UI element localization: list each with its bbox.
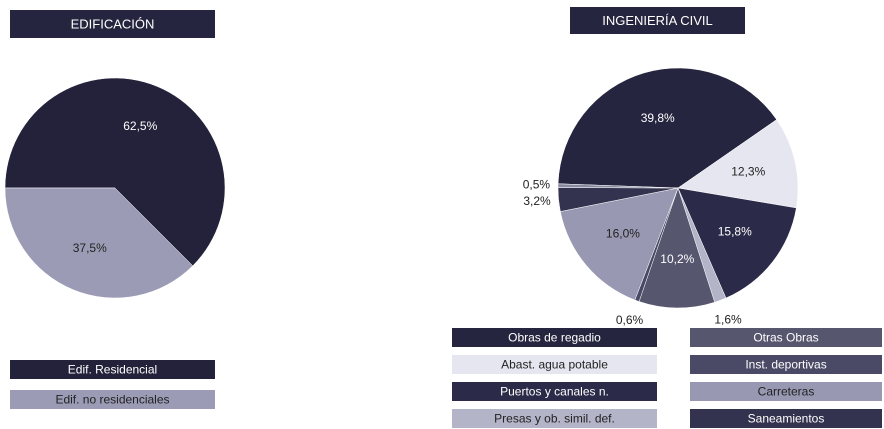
slice-label: 0,5% xyxy=(523,177,551,191)
pie-slice xyxy=(638,187,715,309)
legend-label: Abast. agua potable xyxy=(501,358,608,372)
legend-label: Edif. no residenciales xyxy=(55,393,169,407)
legend-label: Saneamientos xyxy=(748,412,825,426)
title-box xyxy=(10,10,215,38)
legend-label: Puertos y canales n. xyxy=(500,385,609,399)
legend-swatch xyxy=(690,382,882,401)
slice-label: 10,2% xyxy=(660,252,694,266)
legend-swatch xyxy=(452,355,657,374)
legend-swatch xyxy=(452,382,657,401)
legend-swatch xyxy=(10,360,215,379)
legend-label: Otras Obras xyxy=(753,331,818,345)
slice-label: 3,2% xyxy=(523,194,551,208)
legend-swatch xyxy=(690,355,882,374)
chart-title: INGENIERÍA CIVIL xyxy=(602,13,713,28)
legend-label: Carreteras xyxy=(758,385,815,399)
pie-slice xyxy=(677,187,797,299)
title-box xyxy=(570,7,745,34)
slice-label: 1,6% xyxy=(714,313,742,327)
slice-label: 37,5% xyxy=(73,241,107,255)
slice-label: 62,5% xyxy=(123,119,157,133)
legend-label: Edif. Residencial xyxy=(68,363,157,377)
pie-slice xyxy=(557,67,777,189)
legend-label: Inst. deportivas xyxy=(745,358,826,372)
legend-label: Obras de regadio xyxy=(508,331,601,345)
legend-swatch xyxy=(690,328,882,347)
pie-slice xyxy=(560,187,679,301)
chart-title: EDIFICACIÓN xyxy=(71,16,155,31)
legend-swatch xyxy=(452,328,657,347)
legend-label: Presas y ob. simil. def. xyxy=(494,412,615,426)
legend-swatch xyxy=(690,409,882,428)
legend-swatch xyxy=(10,390,215,409)
slice-label: 39,8% xyxy=(641,111,675,125)
slice-label: 16,0% xyxy=(606,227,640,241)
slice-label: 12,3% xyxy=(731,164,765,178)
pie-slice xyxy=(557,183,679,189)
pie-slice xyxy=(4,77,226,267)
pie-slice xyxy=(4,187,194,299)
legend-swatch xyxy=(452,409,657,428)
pie-slice xyxy=(677,119,799,209)
slice-label: 15,8% xyxy=(718,224,752,238)
slice-label: 0,6% xyxy=(616,313,644,327)
